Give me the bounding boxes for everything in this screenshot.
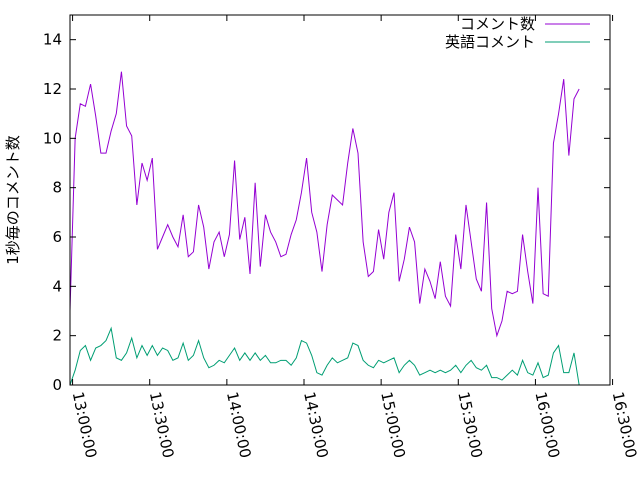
y-tick-label: 10 [43, 129, 62, 147]
x-tick-label: 14:00:00 [223, 390, 255, 460]
y-tick-label: 0 [52, 376, 62, 394]
series-layer [69, 71, 580, 386]
x-tick-label: 16:30:00 [609, 390, 640, 460]
y-tick-label: 14 [43, 31, 62, 49]
y-tick-label: 8 [52, 179, 62, 197]
series-line-1 [69, 326, 580, 386]
x-tick-label: 14:30:00 [300, 390, 332, 460]
y-tick-label: 4 [52, 277, 62, 295]
legend-label: 英語コメント [445, 33, 535, 51]
x-tick-label: 15:30:00 [454, 390, 486, 460]
x-tick-label: 16:00:00 [532, 390, 564, 460]
y-tick-label: 2 [52, 327, 62, 345]
legend-label: コメント数 [460, 15, 535, 33]
x-tick-label: 13:30:00 [146, 390, 178, 460]
series-line-0 [69, 71, 580, 338]
plot-border [69, 14, 611, 386]
x-tick-label: 13:00:00 [69, 390, 101, 460]
y-tick-label: 6 [52, 228, 62, 246]
y-axis-label: 1秒毎のコメント数 [4, 135, 22, 265]
x-tick-label: 15:00:00 [377, 390, 409, 460]
y-tick-label: 12 [43, 80, 62, 98]
